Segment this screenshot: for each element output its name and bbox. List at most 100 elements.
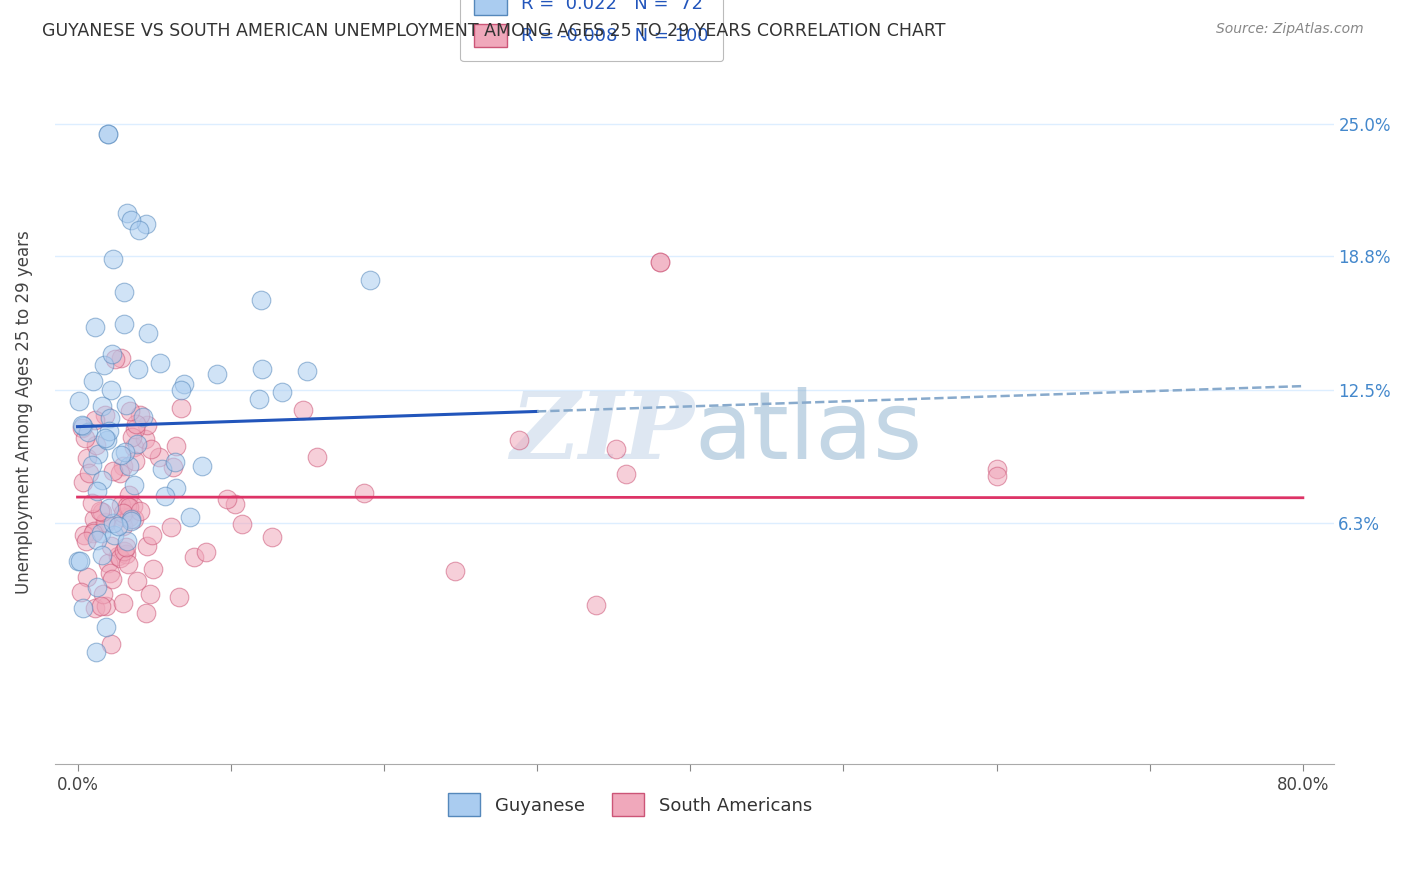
Point <box>83 600 105 615</box>
Point <box>120 512 142 526</box>
Point <box>114 445 136 459</box>
Point <box>165 481 187 495</box>
Point <box>83 412 105 426</box>
Point <box>191 459 214 474</box>
Point <box>96 516 118 530</box>
Point <box>83 524 105 538</box>
Point <box>127 361 149 376</box>
Point <box>112 317 135 331</box>
Point <box>120 212 142 227</box>
Point <box>101 347 124 361</box>
Point <box>90 399 112 413</box>
Legend: Guyanese, South Americans: Guyanese, South Americans <box>439 784 821 825</box>
Point <box>118 458 141 473</box>
Point <box>69 554 91 568</box>
Point <box>67 393 90 408</box>
Point <box>72 475 94 489</box>
Point <box>139 586 162 600</box>
Point <box>100 572 122 586</box>
Point <box>97 424 120 438</box>
Point <box>98 411 121 425</box>
Point <box>136 326 159 341</box>
Point <box>110 351 132 366</box>
Point <box>98 501 121 516</box>
Point <box>195 545 218 559</box>
Point <box>91 473 114 487</box>
Point <box>120 514 142 528</box>
Point <box>585 598 607 612</box>
Point <box>98 566 121 580</box>
Point <box>100 637 122 651</box>
Point <box>121 430 143 444</box>
Point <box>97 128 120 142</box>
Point <box>94 408 117 422</box>
Point <box>89 504 111 518</box>
Text: Source: ZipAtlas.com: Source: ZipAtlas.com <box>1216 22 1364 37</box>
Point <box>101 516 124 530</box>
Text: ZIP: ZIP <box>510 388 695 478</box>
Point <box>122 500 145 514</box>
Point <box>101 464 124 478</box>
Point <box>103 528 125 542</box>
Point <box>94 516 117 530</box>
Point <box>117 557 139 571</box>
Point <box>115 499 138 513</box>
Point <box>80 458 103 473</box>
Text: atlas: atlas <box>695 387 922 479</box>
Point <box>215 492 238 507</box>
Point <box>260 530 283 544</box>
Point <box>129 504 152 518</box>
Point <box>986 462 1008 476</box>
Point <box>104 352 127 367</box>
Point <box>128 223 150 237</box>
Point <box>135 417 157 432</box>
Point <box>115 547 138 561</box>
Point <box>162 460 184 475</box>
Point <box>179 509 201 524</box>
Point <box>271 385 294 400</box>
Point <box>114 398 136 412</box>
Point <box>76 569 98 583</box>
Point <box>107 519 129 533</box>
Point <box>136 539 159 553</box>
Point <box>118 404 141 418</box>
Point <box>73 431 96 445</box>
Point <box>169 590 191 604</box>
Point <box>86 447 108 461</box>
Point <box>115 540 138 554</box>
Point <box>73 528 96 542</box>
Point <box>72 419 94 434</box>
Point <box>648 255 671 269</box>
Point <box>110 448 132 462</box>
Point <box>112 543 135 558</box>
Point <box>82 526 104 541</box>
Point <box>70 417 93 432</box>
Point <box>100 540 122 554</box>
Y-axis label: Unemployment Among Ages 25 to 29 years: Unemployment Among Ages 25 to 29 years <box>15 230 32 593</box>
Point <box>107 549 129 563</box>
Point <box>69 585 91 599</box>
Point <box>122 478 145 492</box>
Point <box>247 392 270 406</box>
Point <box>90 548 112 562</box>
Point <box>83 512 105 526</box>
Point <box>82 374 104 388</box>
Point <box>359 273 381 287</box>
Point <box>170 401 193 415</box>
Point <box>84 320 107 334</box>
Point <box>90 599 112 613</box>
Point <box>97 128 120 142</box>
Point <box>86 483 108 498</box>
Point <box>90 505 112 519</box>
Point <box>129 408 152 422</box>
Point <box>93 587 115 601</box>
Point <box>66 554 89 568</box>
Point <box>139 442 162 456</box>
Point <box>112 519 135 533</box>
Point <box>160 520 183 534</box>
Point <box>153 489 176 503</box>
Point <box>165 439 187 453</box>
Point <box>72 600 94 615</box>
Point <box>148 450 170 465</box>
Point <box>353 485 375 500</box>
